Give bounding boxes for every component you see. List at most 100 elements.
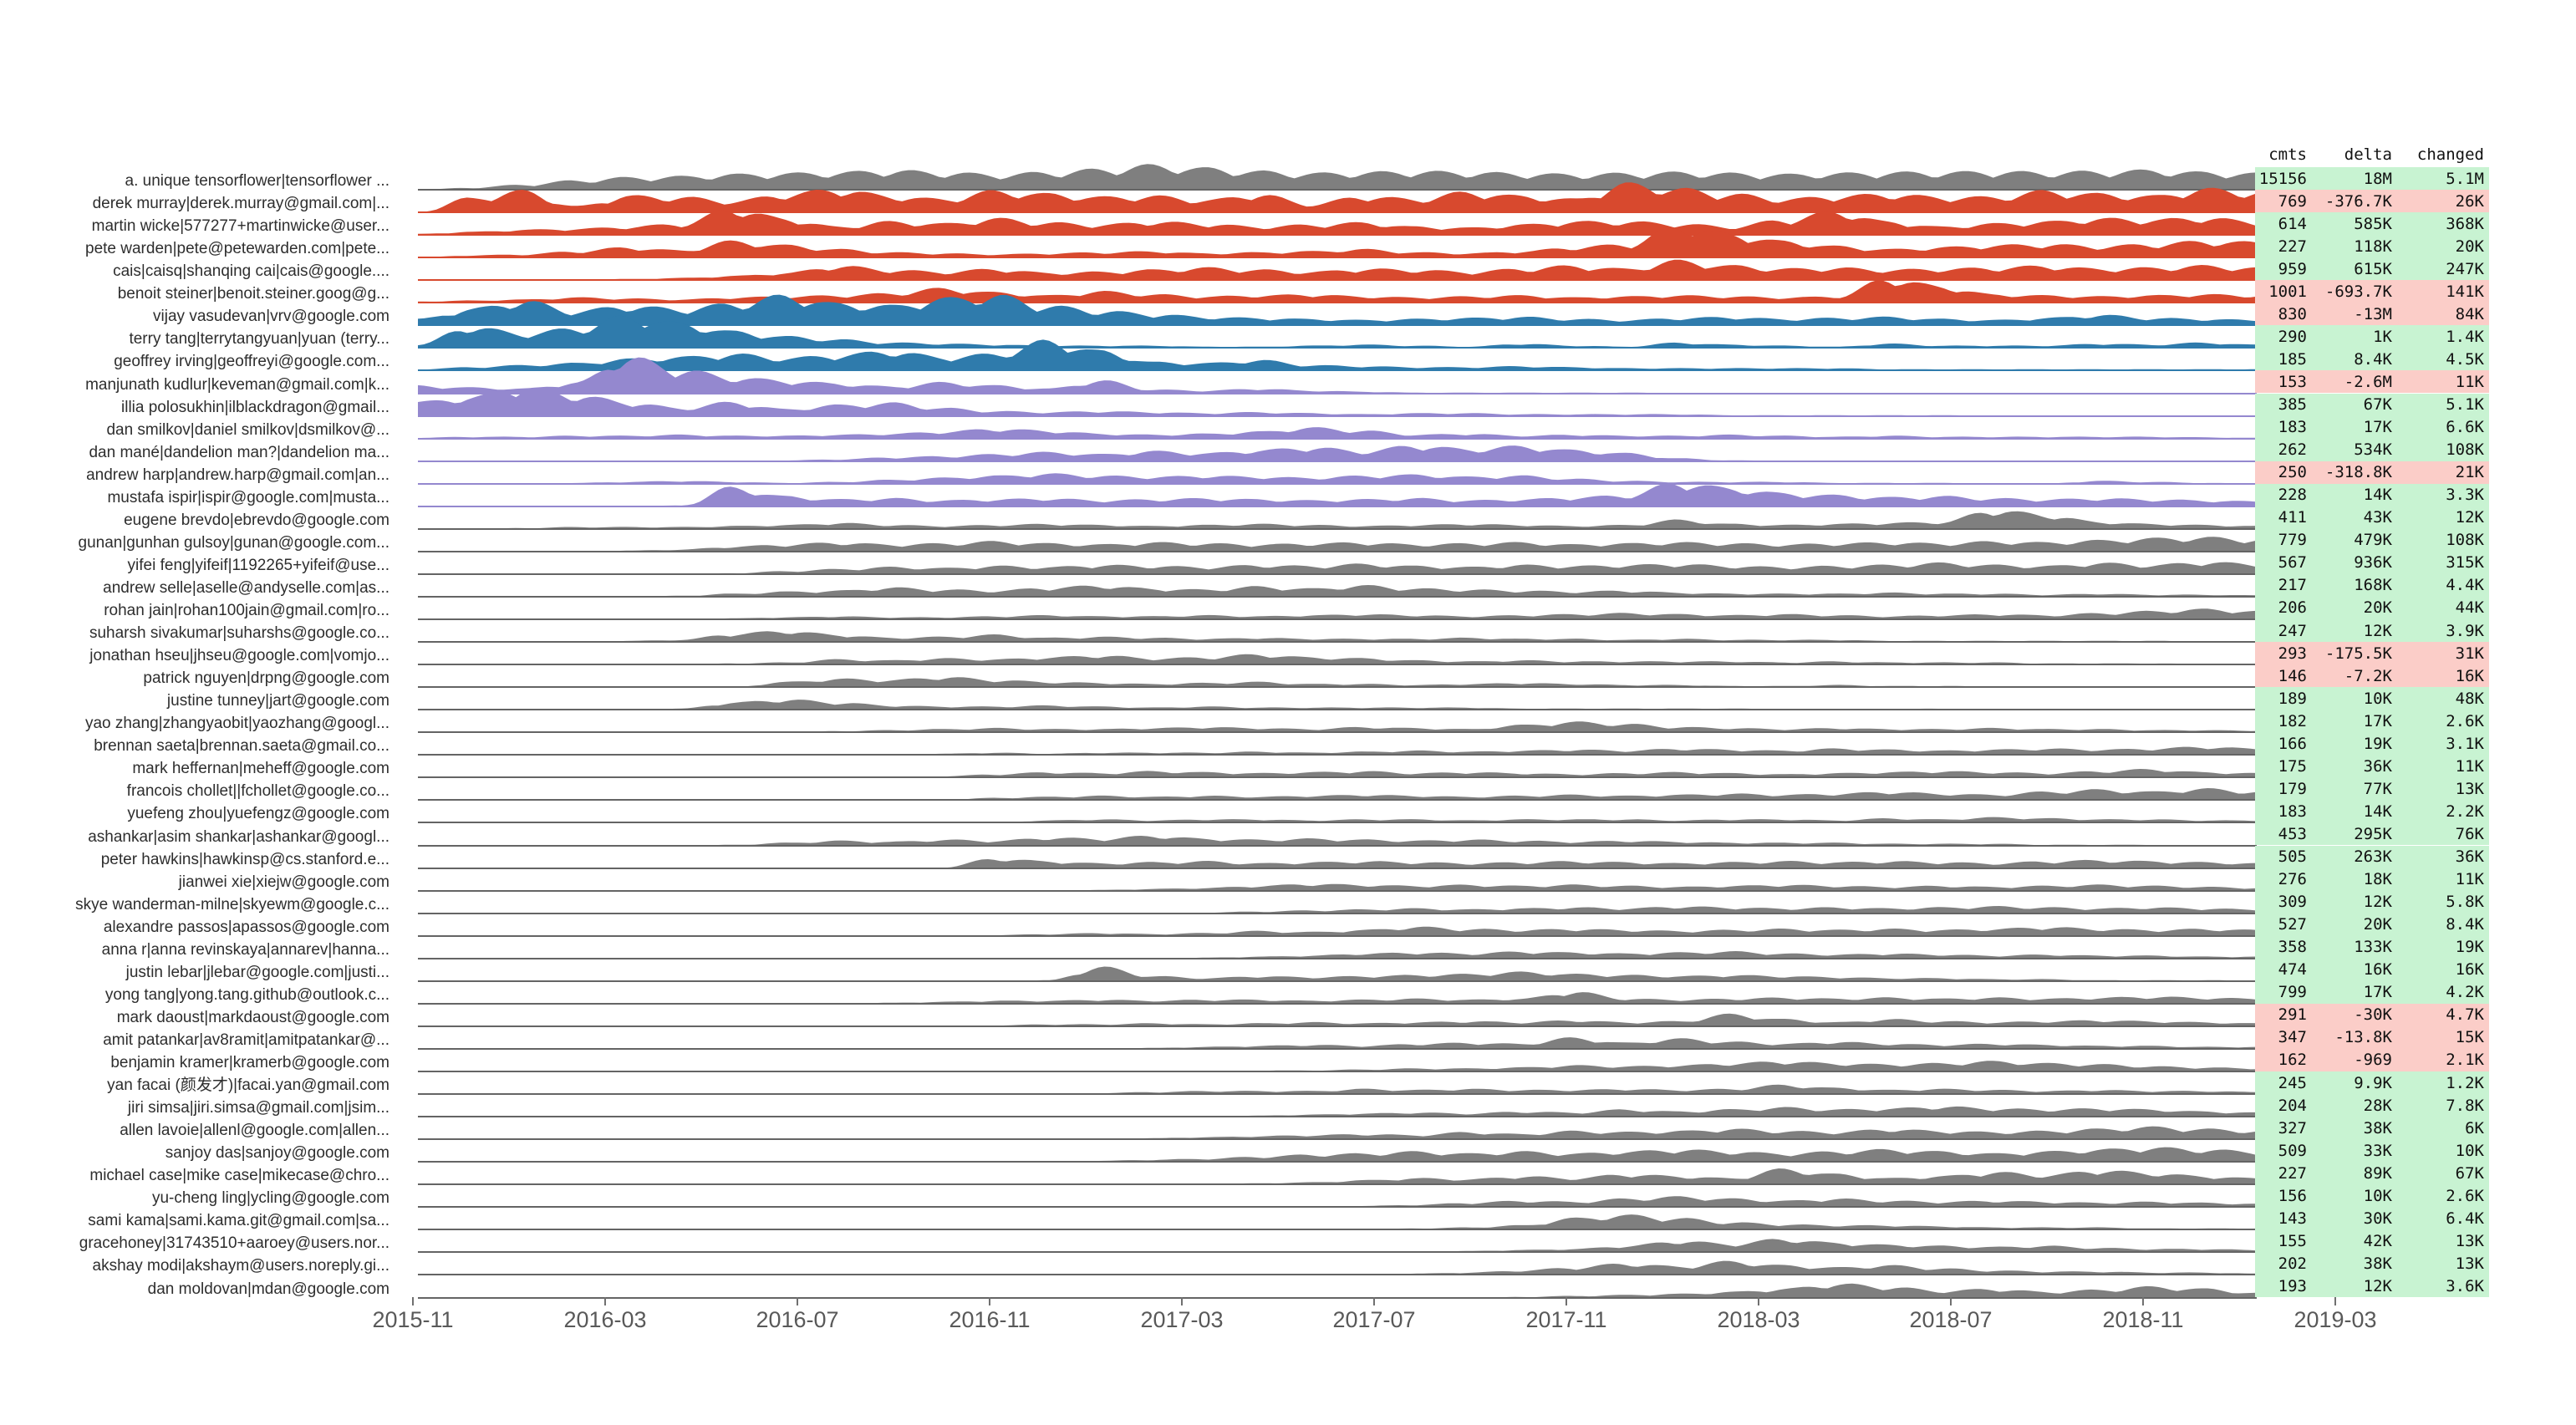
delta-value: 20K xyxy=(2363,598,2392,618)
row-label: jianwei xie|xiejw@google.com xyxy=(178,873,389,891)
row-label: justine tunney|jart@google.com xyxy=(166,692,389,710)
row-ridgeline xyxy=(418,299,2257,349)
row-label: ashankar|asim shankar|ashankar@googl... xyxy=(88,827,389,846)
delta-value: 19K xyxy=(2363,734,2392,753)
activity-area xyxy=(418,164,2257,191)
row-label: dan mané|dandelion man?|dandelion ma... xyxy=(89,443,389,461)
table-row: 527 20K 8.4K xyxy=(2255,913,2489,936)
row-label: manjunath kudlur|keveman@gmail.com|k... xyxy=(85,375,389,394)
table-row: 156 10K 2.6K xyxy=(2255,1184,2489,1208)
cmts-value: 799 xyxy=(2278,983,2307,1002)
activity-area xyxy=(418,1283,2257,1298)
activity-area xyxy=(418,357,2257,394)
cmts-value: 769 xyxy=(2278,191,2307,211)
cmts-value: 245 xyxy=(2278,1073,2307,1092)
row-label: akshay modi|akshaym@users.noreply.gi... xyxy=(92,1257,389,1275)
changed-value: 19K xyxy=(2455,938,2484,957)
cmts-value: 162 xyxy=(2278,1051,2307,1070)
x-axis-label: 2018-11 xyxy=(2102,1307,2184,1332)
x-axis-tick xyxy=(1181,1297,1183,1305)
cmts-value: 309 xyxy=(2278,893,2307,912)
table-row: 217 168K 4.4K xyxy=(2255,573,2489,597)
cmts-value: 183 xyxy=(2278,802,2307,821)
row-label: cais|caisq|shanqing cai|cais@google.... xyxy=(113,262,389,281)
activity-area xyxy=(418,1214,2257,1230)
row-label: terry tang|terrytangyuan|yuan (terry... xyxy=(129,330,389,349)
cmts-value: 228 xyxy=(2278,486,2307,505)
row-label: brennan saeta|brennan.saeta@gmail.co... xyxy=(94,737,389,756)
changed-value: 247K xyxy=(2446,259,2484,278)
activity-area xyxy=(418,1168,2257,1185)
x-axis-tick xyxy=(1758,1297,1759,1305)
changed-value: 44K xyxy=(2455,598,2484,618)
changed-value: 6.4K xyxy=(2446,1209,2484,1228)
row-ridgeline xyxy=(418,277,2257,327)
x-axis-tick xyxy=(1373,1297,1375,1305)
cmts-value: 474 xyxy=(2278,960,2307,980)
activity-area xyxy=(418,210,2257,236)
table-row: 189 10K 48K xyxy=(2255,687,2489,710)
row-label: benjamin kramer|kramerb@google.com xyxy=(110,1054,389,1071)
table-row: 474 16K 16K xyxy=(2255,958,2489,981)
changed-value: 141K xyxy=(2446,282,2484,301)
row-ridgeline xyxy=(418,684,2257,734)
row-ridgeline xyxy=(418,933,2257,983)
changed-value: 31K xyxy=(2455,644,2484,663)
row-ridgeline xyxy=(418,1046,2257,1096)
activity-area xyxy=(418,315,2257,349)
activity-area xyxy=(418,426,2257,439)
row-ridgeline xyxy=(418,322,2257,372)
changed-value: 76K xyxy=(2455,824,2484,843)
changed-value: 2.1K xyxy=(2446,1051,2484,1070)
row-label: sami kama|sami.kama.git@gmail.com|sa... xyxy=(88,1212,389,1230)
activity-area xyxy=(418,1037,2257,1049)
cmts-value: 204 xyxy=(2278,1096,2307,1115)
x-axis-label: 2016-11 xyxy=(949,1307,1031,1332)
row-ridgeline xyxy=(418,820,2257,870)
changed-value: 5.1M xyxy=(2446,169,2484,188)
stats-table-header: cmts delta changed xyxy=(2255,145,2484,164)
changed-value: 16K xyxy=(2455,666,2484,685)
row-label: patrick nguyen|drpng@google.com xyxy=(143,669,389,688)
row-label: andrew selle|aselle@andyselle.com|as... xyxy=(103,578,389,597)
changed-value: 12K xyxy=(2455,508,2484,527)
cmts-value: 217 xyxy=(2278,576,2307,595)
x-axis-tick xyxy=(989,1297,990,1305)
row-label: dan moldovan|mdan@google.com xyxy=(147,1280,389,1298)
activity-area xyxy=(418,700,2257,710)
row-ridgeline xyxy=(418,141,2257,191)
row-label: eugene brevdo|ebrevdo@google.com xyxy=(124,511,389,529)
row-ridgeline xyxy=(418,1023,2257,1073)
row-label: peter hawkins|hawkinsp@cs.stanford.e... xyxy=(100,850,389,868)
activity-area xyxy=(418,926,2257,936)
cmts-value: 183 xyxy=(2278,418,2307,437)
cmts-value: 614 xyxy=(2278,214,2307,233)
delta-value: 14K xyxy=(2363,802,2392,821)
x-axis-label: 2017-03 xyxy=(1140,1307,1224,1332)
table-row: 290 1K 1.4K xyxy=(2255,325,2489,349)
row-ridgeline xyxy=(418,1249,2257,1300)
row-ridgeline xyxy=(418,865,2257,915)
activity-area xyxy=(418,769,2257,778)
row-label: alexandre passos|apassos@google.com xyxy=(103,918,389,936)
table-row: 385 67K 5.1K xyxy=(2255,393,2489,416)
changed-value: 108K xyxy=(2446,531,2484,550)
row-label: mark daoust|markdaoust@google.com xyxy=(116,1008,389,1026)
table-row: 291 -30K 4.7K xyxy=(2255,1003,2489,1026)
changed-value: 84K xyxy=(2455,304,2484,323)
changed-value: 26K xyxy=(2455,191,2484,211)
row-ridgeline xyxy=(418,639,2257,689)
delta-value: -175.5K xyxy=(2324,644,2392,663)
row-ridgeline xyxy=(418,413,2257,463)
table-row: 247 12K 3.9K xyxy=(2255,619,2489,643)
table-row: 309 12K 5.8K xyxy=(2255,890,2489,914)
row-label: justin lebar|jlebar@google.com|justi... xyxy=(125,963,389,981)
row-label: yao zhang|zhangyaobit|yaozhang@googl... xyxy=(84,715,389,733)
x-axis-label: 2018-07 xyxy=(1909,1307,1993,1332)
delta-value: 38K xyxy=(2363,1254,2392,1273)
table-row: 567 936K 315K xyxy=(2255,551,2489,574)
table-row: 162 -969 2.1K xyxy=(2255,1048,2489,1071)
activity-area xyxy=(418,1147,2257,1163)
changed-value: 10K xyxy=(2455,1141,2484,1160)
